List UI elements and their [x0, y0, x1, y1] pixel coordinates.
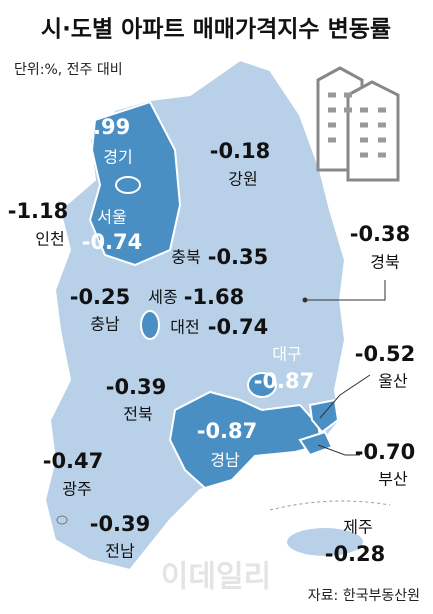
region-name: 대전	[170, 318, 199, 337]
region-name: 경북	[370, 253, 399, 272]
region-value: -0.99	[70, 115, 131, 139]
region-name: 강원	[228, 170, 257, 189]
title: 시·도별 아파트 매매가격지수 변동률	[41, 17, 391, 43]
region-value: -0.47	[43, 449, 104, 473]
region-name: 충북	[171, 248, 200, 267]
region-value: -0.38	[350, 222, 411, 246]
region-name: 울산	[378, 372, 408, 391]
region-value: -0.74	[82, 230, 143, 254]
region-name: 충남	[90, 315, 120, 334]
region-value: -0.87	[197, 419, 258, 443]
region-name: 대구	[272, 345, 301, 364]
region-value: -0.52	[355, 342, 416, 366]
region-name: 경남	[210, 451, 240, 470]
gyeonggi	[88, 100, 182, 267]
seoul-outline	[115, 176, 141, 194]
sejong	[140, 310, 160, 340]
ulsan	[308, 398, 340, 434]
region-value: -0.39	[106, 375, 167, 399]
jeju	[287, 528, 363, 556]
region-name: 인천	[35, 230, 64, 249]
region-name: 경기	[103, 148, 132, 167]
region-name: 서울	[97, 208, 126, 227]
region-value: -0.39	[90, 512, 151, 536]
unit: 단위:%, 전주 대비	[14, 62, 123, 78]
region-value: -1.68	[184, 285, 245, 309]
map	[43, 58, 391, 572]
region-value: -0.25	[70, 285, 131, 309]
region-name: 제주	[343, 518, 372, 537]
source: 자료: 한국부동산원	[308, 588, 420, 604]
island	[56, 515, 68, 525]
region-value: -0.18	[210, 139, 271, 163]
leader-gyeongbuk	[305, 280, 386, 301]
watermark: 이데일리	[161, 560, 271, 595]
leader-ulsan	[319, 374, 371, 419]
region-name: 전남	[105, 542, 135, 561]
region-value: -0.87	[254, 369, 315, 393]
region-name: 전북	[123, 405, 152, 424]
region-value: -0.28	[325, 542, 386, 566]
region-name: 세종	[148, 288, 177, 307]
daegu	[247, 372, 277, 398]
region-value: -0.74	[208, 315, 269, 339]
region-value: -0.35	[208, 245, 269, 269]
region-value: -1.18	[8, 199, 69, 223]
busan	[298, 430, 334, 457]
region-name: 부산	[378, 470, 408, 489]
building-icon	[316, 66, 400, 182]
leader-busan	[317, 444, 360, 456]
leader-dot	[302, 297, 308, 303]
region-value: -0.70	[355, 440, 416, 464]
region-name: 광주	[62, 480, 91, 499]
jeju-divider	[269, 500, 391, 511]
